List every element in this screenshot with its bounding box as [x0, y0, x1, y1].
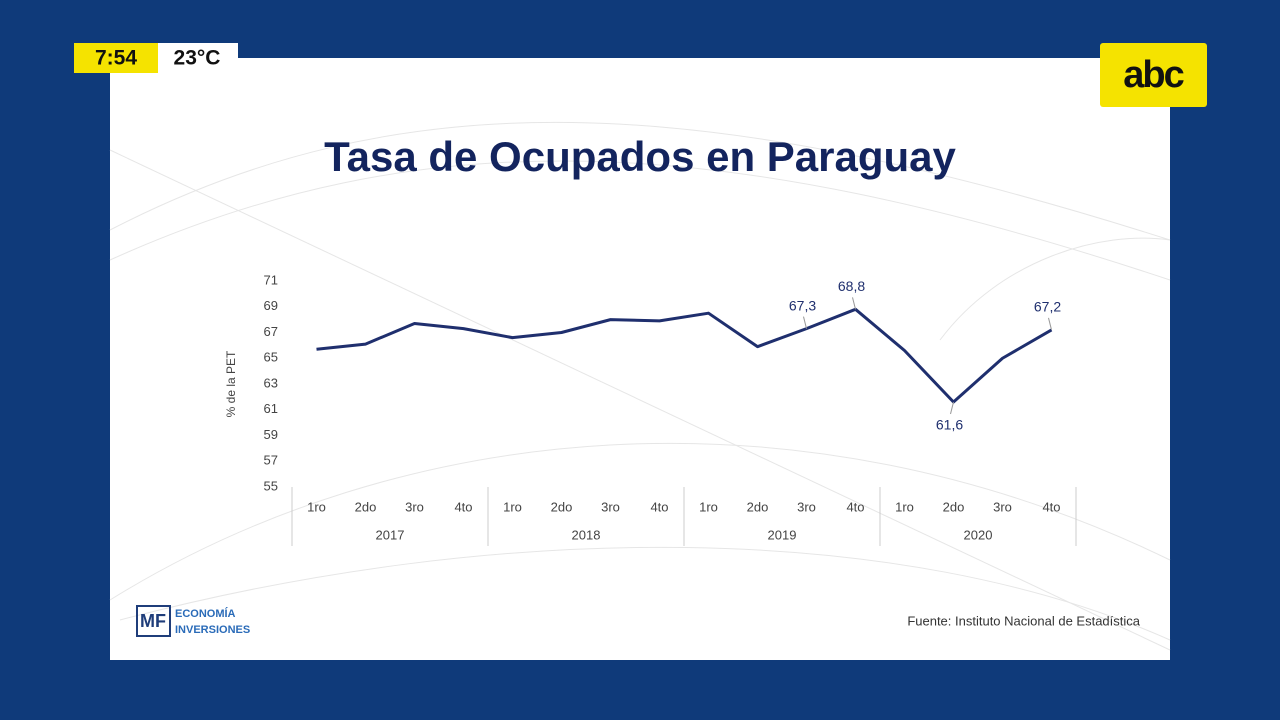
temp-box: [158, 43, 238, 73]
y-tick-label: 59: [264, 427, 278, 442]
data-line: [316, 307, 1053, 404]
time-box: [74, 43, 158, 73]
y-axis-label: % de la PET: [224, 350, 238, 417]
value-label: 61,6: [936, 417, 963, 433]
x-tick-label: 4to: [1042, 499, 1060, 514]
x-tick-label: 1ro: [307, 499, 326, 514]
brand-frame: [136, 605, 171, 637]
value-label: 67,3: [789, 297, 816, 313]
x-group-label: 2017: [376, 527, 405, 542]
x-tick-label: 4to: [454, 499, 472, 514]
x-tick-label: 2do: [943, 499, 965, 514]
x-tick-label: 4to: [846, 499, 864, 514]
x-tick-label: 2do: [747, 499, 769, 514]
y-tick-label: 67: [264, 324, 278, 339]
label-leader: [950, 401, 954, 415]
brand-mark: MF: [140, 611, 166, 631]
x-tick-label: 2do: [355, 499, 377, 514]
brand-line: INVERSIONES: [175, 624, 250, 636]
y-tick-label: 63: [264, 375, 278, 390]
x-tick-label: 3ro: [601, 499, 620, 514]
label-leader: [803, 316, 807, 329]
x-tick-label: 1ro: [895, 499, 914, 514]
slide: [110, 58, 1170, 660]
label-leader: [852, 297, 856, 310]
time: 7:54: [95, 47, 137, 70]
x-tick-label: 4to: [650, 499, 668, 514]
y-tick-label: 65: [264, 350, 278, 365]
value-label: 68,8: [838, 278, 865, 294]
x-group-label: 2020: [964, 527, 993, 542]
x-group-label: 2018: [572, 527, 601, 542]
temperature: 23°C: [174, 47, 221, 70]
y-tick-label: 55: [264, 478, 278, 493]
brand-line: ECONOMÍA: [175, 607, 236, 620]
y-tick-label: 57: [264, 453, 278, 468]
decor: [109, 121, 1171, 651]
chart-title: Tasa de Ocupados en Paraguay: [324, 133, 956, 180]
x-tick-label: 3ro: [797, 499, 816, 514]
y-tick-label: 71: [264, 272, 278, 287]
y-tick-label: 69: [264, 298, 278, 313]
x-tick-label: 3ro: [405, 499, 424, 514]
x-tick-label: 3ro: [993, 499, 1012, 514]
x-tick-label: 1ro: [699, 499, 718, 514]
label-leader: [1048, 317, 1052, 331]
y-tick-label: 61: [264, 401, 278, 416]
source: Fuente: Instituto Nacional de Estadístic…: [907, 613, 1140, 628]
channel-logo: abc: [1123, 54, 1184, 96]
x-tick-label: 2do: [551, 499, 573, 514]
value-label: 67,2: [1034, 299, 1061, 315]
x-tick-label: 1ro: [503, 499, 522, 514]
x-group-label: 2019: [768, 527, 797, 542]
logo-box: [1100, 43, 1207, 107]
